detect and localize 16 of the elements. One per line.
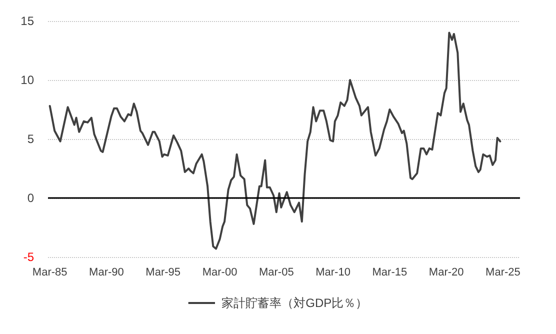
y-tick-label: 0 [27,191,34,205]
x-tick-label: Mar-90 [89,266,124,278]
x-tick-label: Mar-95 [146,266,181,278]
x-tick-label: Mar-00 [202,266,238,278]
y-tick-label: -5 [23,250,34,264]
x-tick-label: Mar-20 [428,266,464,278]
x-tick-label: Mar-85 [32,266,68,278]
legend-label: 家計貯蓄率（対GDP比％） [222,296,368,310]
y-tick-label: 5 [27,132,34,146]
line-series [48,32,502,250]
x-tick-label: Mar-10 [316,266,350,278]
x-tick-label: Mar-05 [258,266,294,278]
y-tick-label: 15 [20,14,34,28]
x-tick-label: Mar-15 [372,266,408,278]
y-tick-label: 10 [20,73,34,87]
x-tick-label: Mar-25 [486,266,520,278]
